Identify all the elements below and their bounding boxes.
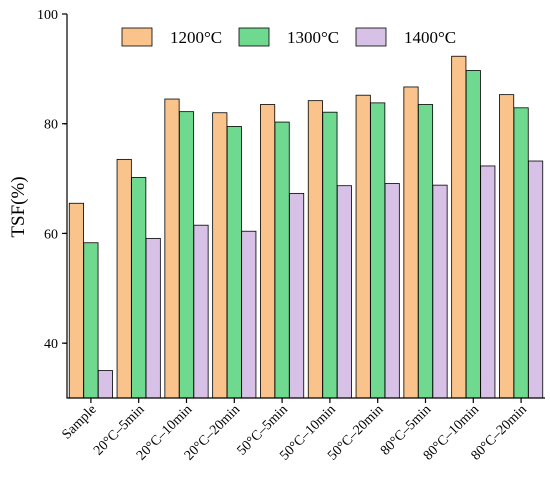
x-tick-label-0: Sample (59, 402, 99, 442)
legend-swatch-0 (121, 27, 153, 47)
legend-label-0: 1200°C (170, 28, 222, 47)
bar-0-7 (403, 86, 419, 399)
y-tick-label-1: 60 (44, 227, 58, 242)
bar-0-6 (355, 94, 371, 399)
bar-0-5 (307, 100, 323, 399)
bar-2-8 (480, 165, 496, 399)
legend-label-2: 1400°C (404, 28, 456, 47)
bar-1-5 (322, 111, 338, 399)
bar-1-3 (226, 126, 242, 399)
bar-1-4 (274, 121, 290, 399)
bar-2-7 (432, 184, 448, 399)
bar-1-8 (465, 70, 481, 399)
bar-0-8 (451, 55, 467, 399)
bar-2-6 (384, 183, 400, 399)
bar-2-1 (145, 237, 161, 399)
bar-1-2 (178, 111, 195, 399)
bar-0-2 (164, 98, 180, 399)
bar-2-9 (528, 160, 544, 399)
y-axis-line (66, 14, 545, 399)
bar-0-3 (212, 112, 228, 399)
bar-2-5 (336, 185, 352, 399)
bars-layer (68, 55, 544, 399)
legend-label-1: 1300°C (287, 28, 339, 47)
bar-0-4 (260, 104, 276, 399)
y-tick-label-0: 40 (44, 337, 58, 352)
bar-0-1 (116, 158, 132, 399)
bar-0-0 (68, 202, 84, 399)
bar-0-9 (499, 94, 515, 399)
y-tick-label-3: 100 (37, 8, 58, 23)
bar-2-4 (289, 192, 305, 399)
bar-2-3 (241, 230, 257, 399)
bar-2-2 (193, 224, 209, 399)
bar-1-0 (83, 242, 99, 399)
legend-swatch-2 (355, 27, 387, 47)
bar-1-9 (513, 107, 529, 399)
y-tick-label-2: 80 (44, 118, 58, 133)
bar-1-7 (417, 104, 434, 399)
legend: 1200°C 1300°C 1400°C (121, 27, 456, 47)
bar-2-0 (97, 370, 113, 399)
legend-swatch-1 (238, 27, 270, 47)
bar-1-1 (131, 177, 147, 399)
bar-1-6 (370, 102, 386, 399)
y-axis-title: TSF(%) (8, 176, 29, 237)
